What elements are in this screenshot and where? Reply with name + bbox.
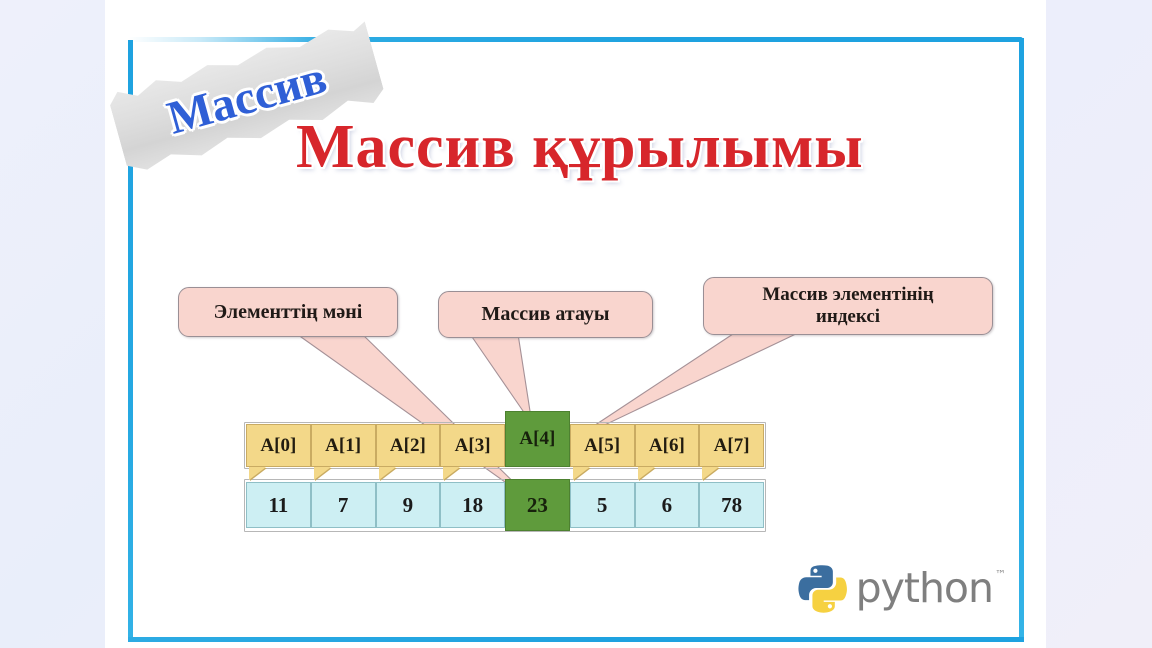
slide-frame-left [128, 40, 133, 642]
index-cell-0[interactable]: A[0] [246, 424, 311, 467]
python-wordmark: python [855, 563, 994, 612]
value-cell-0[interactable]: 11 [246, 482, 311, 528]
callout-index-line1: Массив элементінің [762, 284, 934, 306]
slide-frame-bottom [128, 637, 1024, 642]
value-cell-2[interactable]: 9 [375, 482, 441, 528]
index-cell-1[interactable]: A[1] [310, 424, 376, 467]
callout-value-label: Элементтің мәні [213, 300, 363, 323]
callout-element-index[interactable]: Массив элементінің индексі [703, 277, 993, 335]
callout-array-name[interactable]: Массив атауы [438, 291, 653, 338]
index-row: A[0] A[1] A[2] A[3] A[4] A[5] A[6] A[7] [246, 411, 764, 467]
index-cell-2[interactable]: A[2] [375, 424, 441, 467]
callout-index-label: Массив элементінің индексі [762, 284, 933, 328]
value-cell-3[interactable]: 18 [440, 482, 505, 528]
callout-index-line2: индексі [815, 306, 881, 327]
value-row: 11 7 9 18 23 5 6 78 [246, 479, 764, 531]
index-cell-5[interactable]: A[5] [569, 424, 635, 467]
python-logo: python ™ [796, 560, 1006, 616]
callout-name-label: Массив атауы [481, 303, 610, 325]
callout-element-value[interactable]: Элементтің мәні [178, 287, 398, 337]
slide-frame-top [128, 37, 1023, 42]
value-cell-6[interactable]: 6 [634, 482, 700, 528]
python-snake-icon [798, 565, 847, 613]
value-cell-5[interactable]: 5 [569, 482, 635, 528]
index-cell-6[interactable]: A[6] [634, 424, 700, 467]
value-cell-7[interactable]: 78 [699, 482, 764, 528]
page-title: Массив құрылымы [296, 113, 864, 181]
index-cell-7[interactable]: A[7] [699, 424, 764, 467]
slide-frame-right [1019, 38, 1024, 642]
value-cell-1[interactable]: 7 [310, 482, 376, 528]
index-cell-4[interactable]: A[4] [505, 411, 570, 467]
array-diagram: A[0] A[1] A[2] A[3] A[4] A[5] A[6] A[7] … [244, 411, 766, 532]
python-trademark: ™ [995, 568, 1006, 581]
value-cell-4[interactable]: 23 [505, 479, 570, 531]
index-cell-3[interactable]: A[3] [440, 424, 505, 467]
